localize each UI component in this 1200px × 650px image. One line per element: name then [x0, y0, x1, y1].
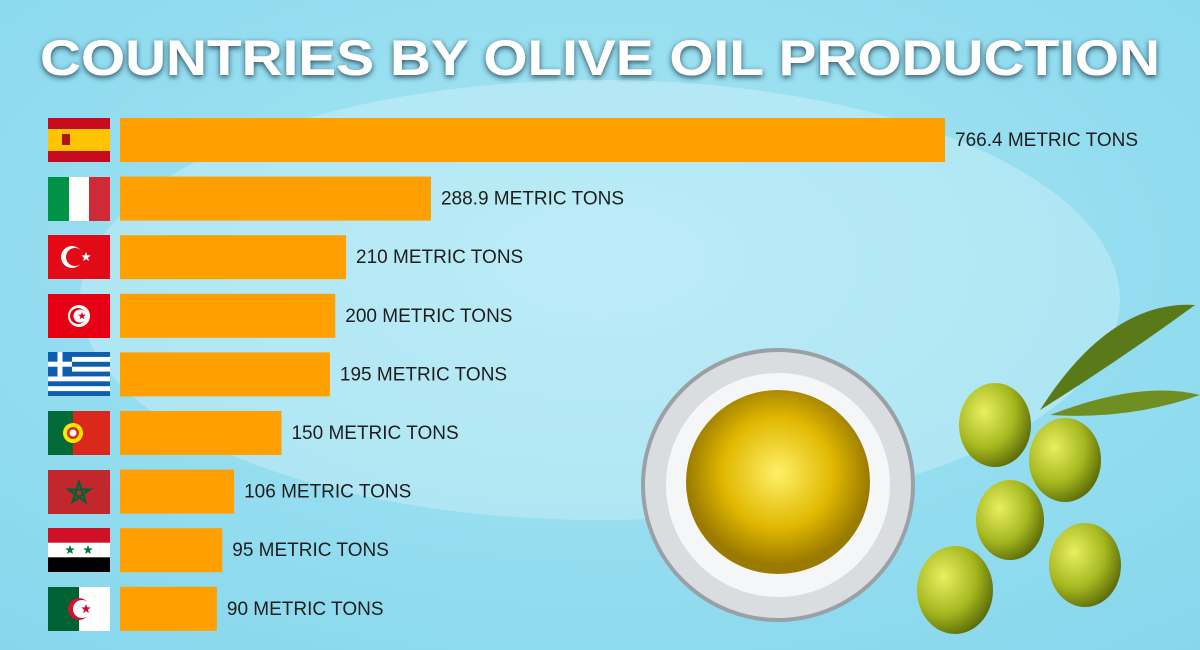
- bar: [120, 411, 282, 455]
- value-label: 106 METRIC TONS: [244, 482, 411, 503]
- flag-star: [81, 252, 91, 262]
- value-label: 766.4 METRIC TONS: [955, 130, 1138, 151]
- value-label: 195 METRIC TONS: [340, 364, 507, 385]
- bar: [120, 469, 235, 514]
- flags: [48, 118, 110, 631]
- flag-star: [65, 478, 93, 505]
- bar: [120, 235, 347, 280]
- bar: [120, 176, 431, 221]
- flag-star: [81, 604, 91, 614]
- flag-star: [78, 312, 86, 320]
- bar: [120, 586, 217, 631]
- value-label: 200 METRIC TONS: [345, 306, 512, 327]
- value-label: 90 METRIC TONS: [227, 599, 384, 620]
- bar: [120, 352, 330, 397]
- value-label: 95 METRIC TONS: [232, 540, 389, 561]
- flag-star: [83, 545, 93, 555]
- decoration: [641, 304, 1200, 634]
- value-label: 288.9 METRIC TONS: [441, 189, 624, 210]
- flag-star: [65, 545, 75, 555]
- chart-title: COUNTRIES BY OLIVE OIL PRODUCTION: [40, 30, 1160, 86]
- value-label: 150 METRIC TONS: [291, 423, 458, 444]
- bar: [120, 293, 336, 338]
- bar: [120, 528, 223, 573]
- bar: [120, 118, 945, 162]
- value-label: 210 METRIC TONS: [356, 247, 523, 268]
